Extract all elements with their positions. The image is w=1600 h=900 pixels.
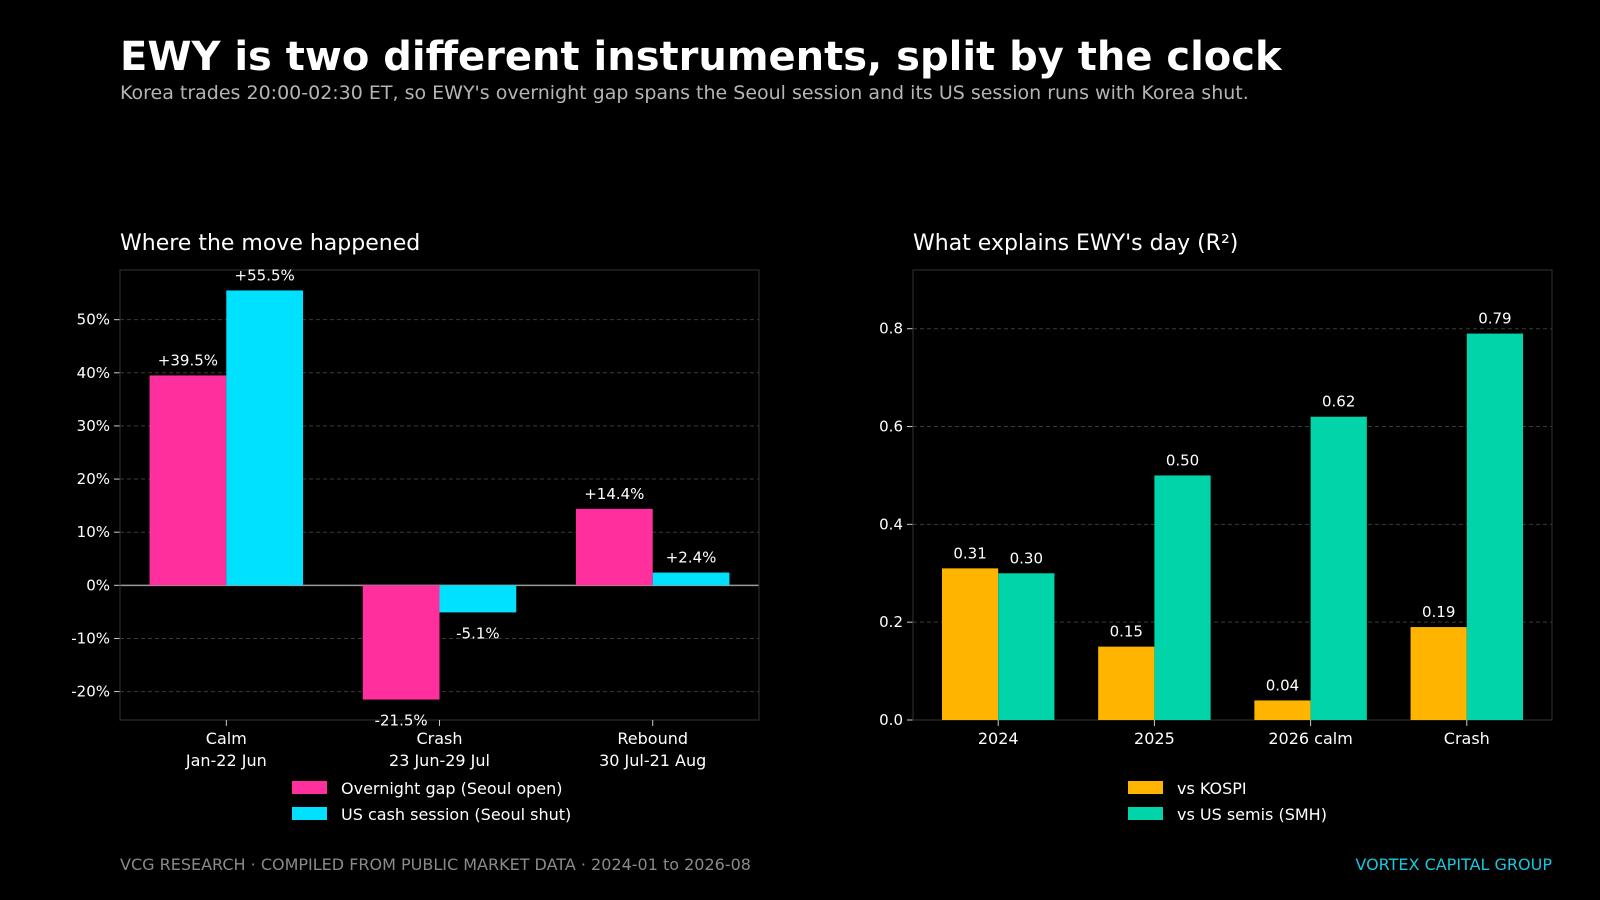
y-tick-label: 0.6 <box>879 418 903 436</box>
footer-brand: VORTEX CAPITAL GROUP <box>1355 855 1552 874</box>
x-tick-label: 30 Jul-21 Aug <box>599 751 706 770</box>
plot-frame <box>912 269 1553 721</box>
data-label: 0.30 <box>1010 549 1043 567</box>
data-label: -21.5% <box>375 712 428 730</box>
x-tick-label: Crash <box>1444 729 1490 748</box>
legend-swatch-0-1 <box>292 807 327 820</box>
page-subtitle: Korea trades 20:00-02:30 ET, so EWY's ov… <box>120 82 1249 104</box>
legend-swatch-0-0 <box>292 781 327 794</box>
bar-1-1-1 <box>1154 475 1211 720</box>
y-tick-label: -20% <box>71 683 110 701</box>
bar-1-0-3 <box>1410 627 1467 720</box>
bar-1-1-3 <box>1466 333 1524 720</box>
x-tick-label: 2024 <box>978 729 1019 748</box>
legend-swatch-1-0 <box>1128 781 1163 794</box>
bar-0-0-2 <box>575 508 653 586</box>
page-title: EWY is two different instruments, split … <box>120 34 1282 80</box>
data-label: +39.5% <box>158 351 218 369</box>
x-tick-label: 2025 <box>1134 729 1175 748</box>
bar-1-0-2 <box>1254 700 1311 720</box>
data-label: -5.1% <box>456 624 500 642</box>
bar-1-1-2 <box>1310 416 1367 720</box>
data-label: 0.50 <box>1166 451 1199 469</box>
data-label: 0.79 <box>1478 310 1511 328</box>
bar-0-1-2 <box>652 572 730 586</box>
y-tick-label: 0.2 <box>879 613 903 631</box>
data-label: 0.62 <box>1322 393 1355 411</box>
y-tick-label: 0.8 <box>879 320 903 338</box>
bar-0-0-1 <box>362 585 440 700</box>
legend-swatch-1-1 <box>1128 807 1163 820</box>
data-label: 0.04 <box>1266 676 1299 694</box>
bar-1-0-1 <box>1098 646 1155 720</box>
data-label: 0.31 <box>953 544 986 562</box>
data-label: 0.19 <box>1422 603 1455 621</box>
legend-label: vs US semis (SMH) <box>1177 805 1327 824</box>
chart-title-0: Where the move happened <box>120 231 420 256</box>
y-tick-label: -10% <box>71 629 110 647</box>
legend-label: vs KOSPI <box>1177 779 1247 798</box>
bar-1-1-0 <box>998 573 1055 720</box>
bar-1-0-0 <box>941 568 999 720</box>
x-tick-label: Rebound <box>617 729 688 748</box>
y-tick-label: 40% <box>77 364 110 382</box>
data-label: +55.5% <box>235 266 295 284</box>
y-tick-label: 0.4 <box>879 515 903 533</box>
data-label: +2.4% <box>666 549 717 567</box>
y-tick-label: 0.0 <box>879 711 903 729</box>
bar-0-1-0 <box>226 290 304 586</box>
x-tick-label: 2026 calm <box>1268 729 1352 748</box>
legend-label: Overnight gap (Seoul open) <box>341 779 563 798</box>
y-tick-label: 0% <box>86 576 110 594</box>
data-label: 0.15 <box>1110 623 1143 641</box>
data-label: +14.4% <box>584 485 644 503</box>
x-tick-label: 23 Jun-29 Jul <box>389 751 490 770</box>
bar-0-0-0 <box>149 375 227 586</box>
y-tick-label: 10% <box>77 523 110 541</box>
y-tick-label: 30% <box>77 417 110 435</box>
x-tick-label: Crash <box>416 729 462 748</box>
chart-title-1: What explains EWY's day (R²) <box>913 231 1238 256</box>
y-tick-label: 50% <box>77 311 110 329</box>
y-tick-label: 20% <box>77 470 110 488</box>
bar-0-1-1 <box>439 585 517 613</box>
x-tick-label: Jan-22 Jun <box>185 751 267 770</box>
x-tick-label: Calm <box>206 729 247 748</box>
legend-label: US cash session (Seoul shut) <box>341 805 571 824</box>
footer-source: VCG RESEARCH · COMPILED FROM PUBLIC MARK… <box>120 855 751 874</box>
